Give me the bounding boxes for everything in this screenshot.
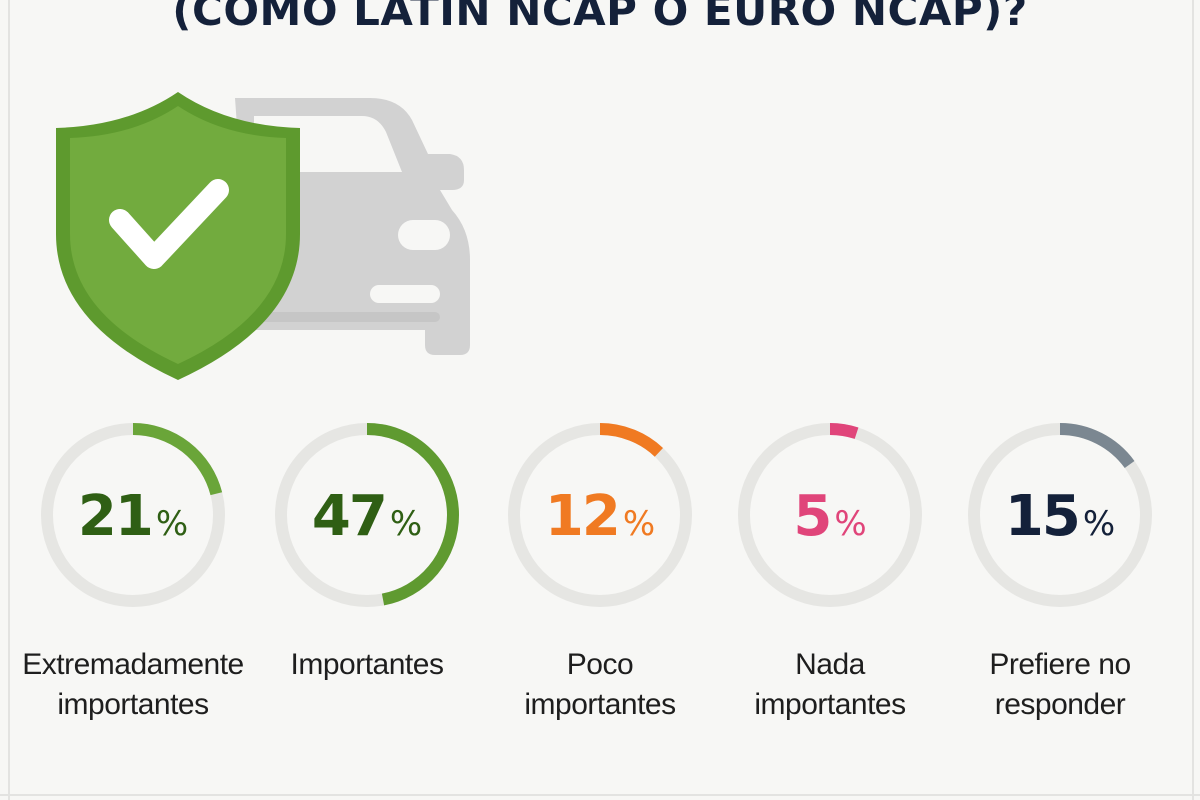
gauge-label-line: Prefiere no xyxy=(989,648,1131,681)
gauge-arc xyxy=(738,423,922,607)
gauge-arc xyxy=(968,423,1152,607)
gauge-label-line: responder xyxy=(994,688,1126,721)
gauge-arc xyxy=(275,423,459,607)
gauge-label: Nada importantes xyxy=(710,645,950,725)
gauge-4: 15% xyxy=(968,423,1152,607)
gauge-arc xyxy=(41,423,225,607)
gauge-value: 21% xyxy=(78,484,188,549)
chart-title: (COMO LATIN NCAP O EURO NCAP)? xyxy=(172,0,1028,35)
frame-edge-right xyxy=(1192,0,1194,800)
gauge-value: 47% xyxy=(312,484,422,549)
gauge-label-line: importantes xyxy=(57,688,209,721)
gauge-label: Extremadamente importantes xyxy=(13,645,253,725)
gauge-arc xyxy=(508,423,692,607)
gauge-chart: 21% 47% 12% 5% 15% xyxy=(41,423,1152,607)
frame-edge-bottom xyxy=(0,794,1200,796)
gauge-label-line: Importantes xyxy=(290,648,444,681)
gauge-value: 5% xyxy=(793,484,866,549)
shield-check-icon xyxy=(56,92,300,380)
gauge-2: 12% xyxy=(508,423,692,607)
gauge-label-line: Nada xyxy=(795,648,865,681)
gauge-value: 15% xyxy=(1005,484,1115,549)
gauge-label-line: Extremadamente xyxy=(22,648,244,681)
gauge-label-line: importantes xyxy=(754,688,906,721)
gauge-label-line: Poco xyxy=(566,648,634,681)
gauge-value: 12% xyxy=(545,484,655,549)
gauge-label-line: importantes xyxy=(524,688,676,721)
frame-edge-left xyxy=(8,0,10,800)
gauge-label: Poco importantes xyxy=(480,645,720,725)
gauge-0: 21% xyxy=(41,423,225,607)
gauge-label: Prefiere no responder xyxy=(940,645,1180,725)
gauge-3: 5% xyxy=(738,423,922,607)
gauge-row: 21% 47% 12% 5% 15% Extremadamente importantes… xyxy=(0,405,1200,735)
hero-illustration xyxy=(56,92,470,380)
gauge-1: 47% xyxy=(275,423,459,607)
gauge-label: Importantes xyxy=(247,645,487,685)
